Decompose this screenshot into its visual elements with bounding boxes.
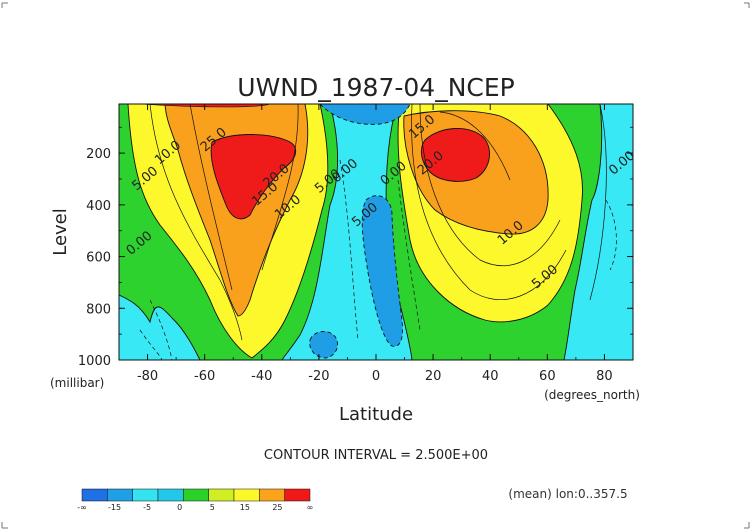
colorbar-label: -5: [143, 503, 151, 512]
colorbar-swatch: [259, 488, 285, 502]
y-axis: 200 400 600 800 1000: [78, 126, 633, 369]
colorbar-label: 15: [240, 503, 250, 512]
colorbar-label: 0: [177, 503, 182, 512]
colorbar-swatch: [81, 488, 108, 502]
band-neg5-south: [309, 331, 338, 359]
colorbar-label: 5: [210, 503, 215, 512]
x-tick-label: -40: [251, 369, 272, 384]
x-tick-label: -80: [137, 369, 158, 384]
colorbar-swatch: [107, 488, 133, 502]
colorbar-label: -∞: [77, 503, 87, 512]
colorbar-swatch: [132, 488, 159, 502]
colorbar-label: -15: [108, 503, 121, 512]
band-neg-strato: [319, 104, 411, 125]
contour-field: [119, 104, 633, 360]
x-tick-label: 20: [425, 369, 442, 384]
x-tick-label: 80: [596, 369, 613, 384]
colorbar-label: ∞: [307, 503, 314, 512]
colorbar-swatch: [157, 488, 184, 502]
colorbar: -∞ -15 -5 0 5 15 25 ∞: [77, 488, 314, 512]
y-tick-label: 1000: [78, 354, 111, 369]
x-axis-units: (degrees_north): [544, 388, 640, 402]
band-neg5-tropics: [361, 195, 403, 347]
x-axis-label: Latitude: [339, 404, 413, 425]
chart-title: UWND_1987-04_NCEP: [237, 73, 514, 102]
x-axis: -80 -60 -40 -20 0 20 40 60 80: [118, 104, 634, 384]
x-tick-label: 60: [539, 369, 556, 384]
y-tick-label: 400: [86, 199, 111, 214]
colorbar-swatch: [284, 488, 311, 502]
y-tick-label: 600: [86, 251, 111, 266]
colorbar-label: 25: [272, 503, 282, 512]
y-axis-units: (millibar): [50, 376, 104, 390]
y-axis-label: Level: [50, 208, 71, 256]
colorbar-swatch: [183, 488, 209, 502]
footnote-mean-lon: (mean) lon:0..357.5: [508, 487, 627, 501]
x-tick-label: -20: [308, 369, 329, 384]
band-sh-25: [210, 134, 297, 220]
y-tick-label: 200: [86, 147, 111, 162]
contour-interval-note: CONTOUR INTERVAL = 2.500E+00: [264, 448, 488, 463]
x-tick-label: 0: [372, 369, 380, 384]
interior-contours: [139, 104, 617, 360]
y-tick-label: 800: [86, 302, 111, 317]
x-tick-label: 40: [482, 369, 499, 384]
colorbar-swatch: [233, 488, 260, 502]
band-nh-25: [420, 128, 491, 182]
colorbar-swatch: [208, 488, 235, 502]
x-tick-label: -60: [194, 369, 215, 384]
